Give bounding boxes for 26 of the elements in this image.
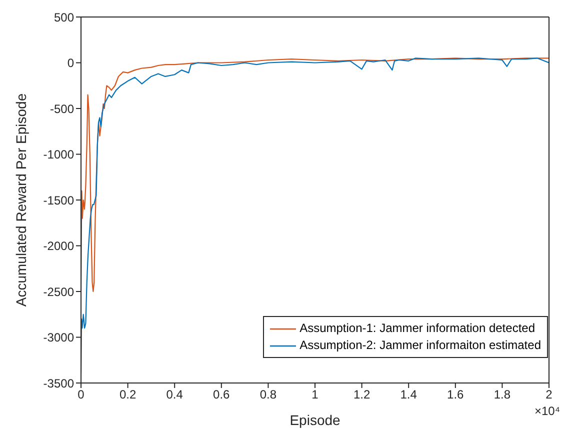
text: ×10⁴ <box>534 404 560 418</box>
y-tick-label: -2000 <box>43 239 74 254</box>
y-tick-label: -500 <box>50 102 74 116</box>
x-tick-label: 2 <box>546 388 553 402</box>
x-tick-label: 0.4 <box>166 388 184 402</box>
x-tick-label: 0 <box>78 388 85 402</box>
y-tick-label: -3500 <box>43 376 74 390</box>
legend-label: Assumption-1: Jammer information detected <box>300 320 535 337</box>
x-tick-label: 1.6 <box>447 388 464 402</box>
x-tick-label: 0.2 <box>119 388 136 402</box>
x-tick-label: 1 <box>312 388 319 402</box>
legend-label: Assumption-2: Jammer informaiton estimated <box>300 337 541 354</box>
line-series <box>81 58 549 292</box>
x-tick-label: 0.8 <box>260 388 277 402</box>
y-tick-label: 0 <box>67 56 74 70</box>
x-axis-title: Episode <box>290 412 341 428</box>
y-tick-label: -1000 <box>43 148 74 162</box>
y-tick-label: -1500 <box>43 193 74 208</box>
x-tick-label: 1.8 <box>494 388 511 402</box>
y-axis-title: Accumulated Reward Per Episode <box>12 93 29 307</box>
y-tick-label: 500 <box>54 10 74 24</box>
y-tick-label: -2500 <box>43 284 74 299</box>
x-tick-label: 1.4 <box>400 388 418 402</box>
x-tick-label: 1.2 <box>353 388 370 402</box>
y-tick-label: -3000 <box>43 330 74 345</box>
x-tick-label: 0.6 <box>213 388 230 402</box>
